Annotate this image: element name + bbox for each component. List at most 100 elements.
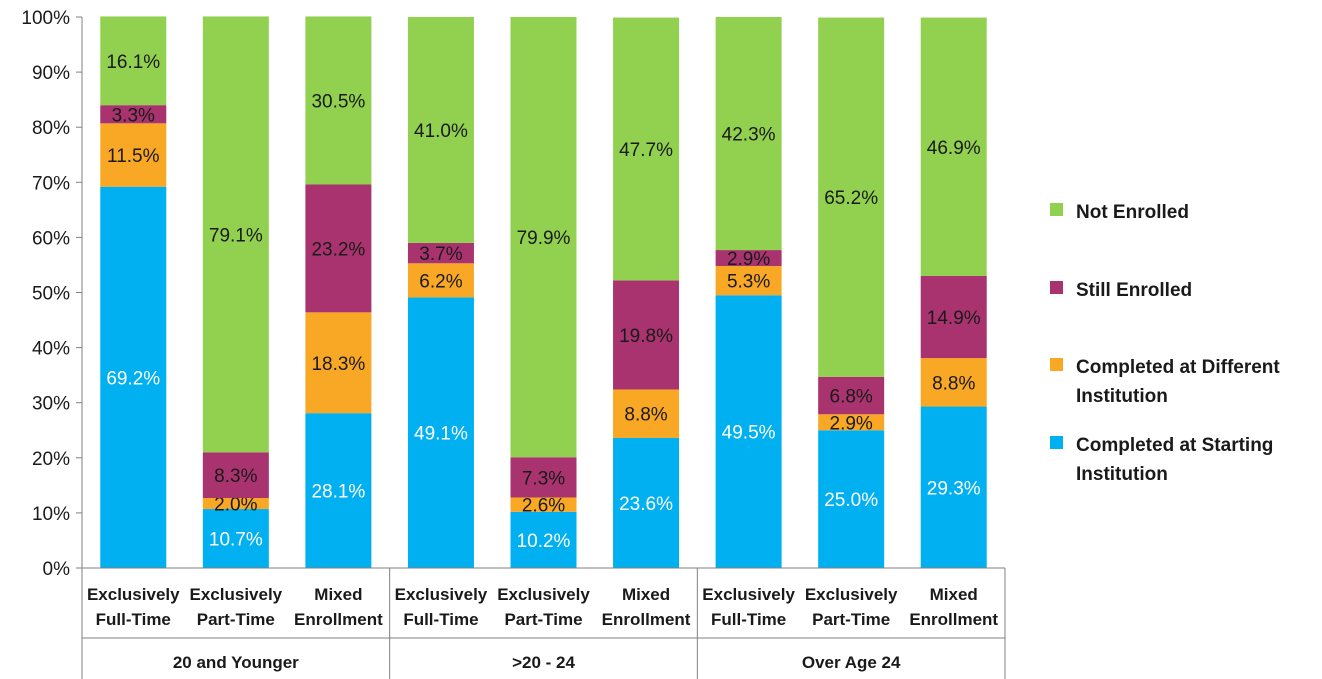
category-label: Enrollment xyxy=(909,610,998,629)
data-label: 6.2% xyxy=(419,271,462,292)
bar-segment xyxy=(305,184,372,313)
data-label: 79.1% xyxy=(209,225,263,246)
legend-label: Completed at Starting Institution xyxy=(1076,435,1274,485)
bar-segment xyxy=(818,414,885,431)
y-tick-label: 50% xyxy=(32,284,70,305)
category-label: Exclusively xyxy=(497,585,590,604)
bar-segment xyxy=(100,123,167,187)
bar-segment xyxy=(100,105,167,124)
data-label: 11.5% xyxy=(107,146,160,167)
y-tick-label: 0% xyxy=(43,559,71,580)
y-tick-label: 30% xyxy=(32,394,70,415)
data-label: 19.8% xyxy=(619,326,673,347)
y-tick-label: 80% xyxy=(32,118,70,139)
data-label: 8.3% xyxy=(214,466,257,487)
group-label: >20 - 24 xyxy=(512,653,575,672)
bar-segment xyxy=(510,497,577,512)
y-tick-label: 100% xyxy=(21,8,70,29)
data-label: 2.0% xyxy=(214,495,257,516)
y-tick-label: 10% xyxy=(32,504,70,525)
legend-label: Completed at Different Institution xyxy=(1076,357,1280,407)
bar-segment xyxy=(818,376,885,415)
bar-segment xyxy=(305,413,372,568)
bar-segment xyxy=(510,511,577,568)
bar-segment xyxy=(818,430,885,568)
data-label: 8.8% xyxy=(624,405,667,426)
data-label: 7.3% xyxy=(522,468,565,489)
data-label: 3.7% xyxy=(419,244,462,265)
data-label: 2.9% xyxy=(727,249,770,270)
data-label: 2.6% xyxy=(522,496,565,517)
bar-segment xyxy=(715,17,782,251)
bar-segment xyxy=(305,312,372,414)
bar-segment xyxy=(202,498,269,510)
bar-segment xyxy=(715,295,782,568)
category-label: Enrollment xyxy=(294,610,383,629)
category-label: Exclusively xyxy=(190,585,283,604)
data-label: 47.7% xyxy=(619,140,673,161)
data-label: 14.9% xyxy=(927,308,981,329)
data-label: 10.2% xyxy=(517,531,571,552)
legend-item: Not Enrolled xyxy=(1050,198,1316,227)
data-label: 3.3% xyxy=(112,105,155,126)
data-label: 79.9% xyxy=(517,228,571,249)
bar-segment xyxy=(510,17,577,458)
group-label: Over Age 24 xyxy=(802,653,901,672)
category-label: Part-Time xyxy=(504,610,582,629)
y-axis: 0% 10% 20% 30% 40% 50% 60% 70% 80% 90% 100% xyxy=(21,8,83,580)
category-label: Full-Time xyxy=(711,610,786,629)
data-label: 5.3% xyxy=(727,272,770,293)
data-label: 16.1% xyxy=(106,52,160,73)
bar-segment xyxy=(613,389,680,438)
bar-segment xyxy=(202,509,269,568)
category-label: Exclusively xyxy=(805,585,898,604)
data-label: 18.3% xyxy=(311,354,365,375)
category-label: Part-Time xyxy=(812,610,890,629)
bar-segment xyxy=(202,452,269,499)
data-label: 65.2% xyxy=(824,188,878,209)
x-axis: Exclusively Full-Time Exclusively Part-Time… xyxy=(81,567,1006,679)
bar-segment xyxy=(920,406,987,568)
category-label: Exclusively xyxy=(395,585,488,604)
bar-segment xyxy=(818,17,885,377)
bar-segment xyxy=(920,17,987,276)
data-label: 41.0% xyxy=(414,121,468,142)
bar-segment xyxy=(407,242,474,264)
category-label: Part-Time xyxy=(197,610,275,629)
category-label: Mixed xyxy=(622,585,670,604)
bar-segment xyxy=(613,437,680,568)
category-label: Mixed xyxy=(930,585,978,604)
legend-swatch xyxy=(1050,436,1063,449)
bar-segment xyxy=(510,457,577,498)
data-label: 25.0% xyxy=(824,490,878,511)
data-label: 46.9% xyxy=(927,138,981,159)
bar-segment xyxy=(715,266,782,296)
bar-segment xyxy=(613,280,680,390)
legend-item: Still Enrolled xyxy=(1050,276,1316,305)
bar-segment xyxy=(407,263,474,298)
bar-segment xyxy=(920,275,987,359)
data-label: 10.7% xyxy=(209,530,263,551)
legend-label: Still Enrolled xyxy=(1076,280,1193,301)
bar-segment xyxy=(100,16,167,106)
data-label: 69.2% xyxy=(106,368,160,389)
category-label: Exclusively xyxy=(87,585,180,604)
bar-segments: 69.2% 11.5% 3.3% 16.1% 10.7% 2.0% 8.3% 79.1% 28.… xyxy=(100,16,987,568)
y-tick-label: 60% xyxy=(32,228,70,249)
data-label: 23.6% xyxy=(619,494,673,515)
y-tick-label: 20% xyxy=(32,449,70,470)
group-label: 20 and Younger xyxy=(173,653,299,672)
y-tick-label: 90% xyxy=(32,63,70,84)
legend-swatch xyxy=(1050,281,1063,294)
data-label: 29.3% xyxy=(927,478,981,499)
legend-item: Completed at Different Institution xyxy=(1050,353,1316,411)
category-label: Mixed xyxy=(314,585,362,604)
y-tick-label: 70% xyxy=(32,173,70,194)
bar-segment xyxy=(613,17,680,281)
legend: Not Enrolled Still Enrolled Completed at D… xyxy=(1050,0,1322,679)
data-label: 30.5% xyxy=(311,91,365,112)
data-label: 23.2% xyxy=(311,239,365,260)
data-label: 2.9% xyxy=(830,413,873,434)
legend-swatch xyxy=(1050,358,1063,371)
